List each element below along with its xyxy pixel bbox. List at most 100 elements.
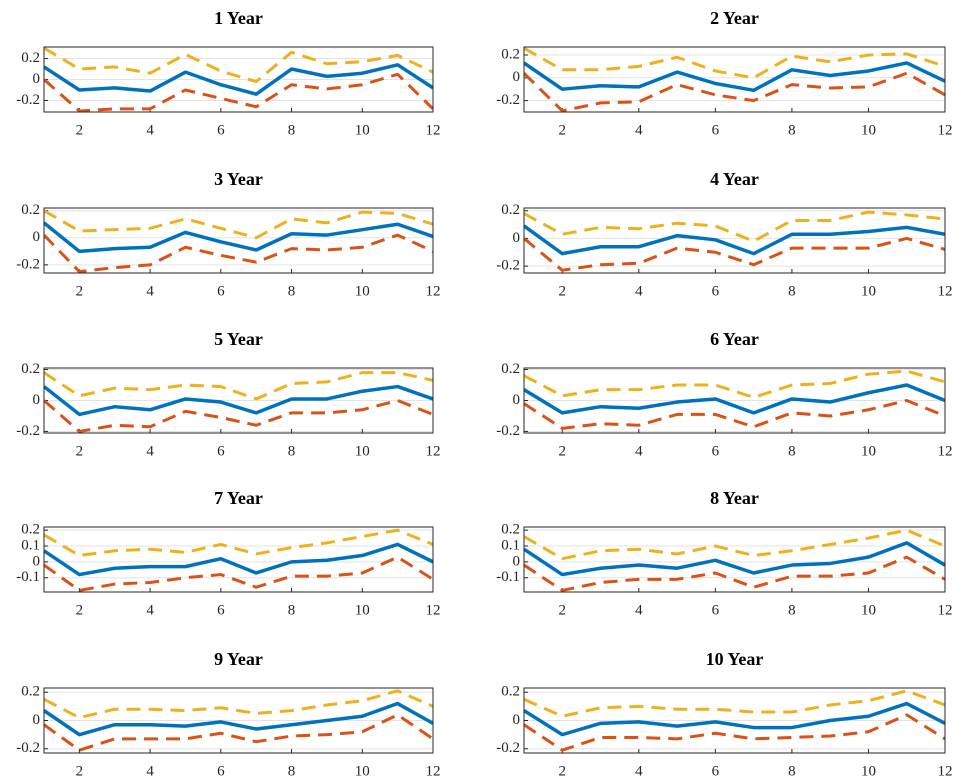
series-line — [44, 209, 433, 240]
x-tick-label: 12 — [426, 602, 441, 618]
axes-box — [43, 367, 434, 434]
x-tick-label: 8 — [288, 443, 296, 459]
series-line — [524, 369, 945, 399]
axes-box — [523, 46, 946, 113]
y-tick-label: 0 — [513, 712, 521, 728]
series-line — [44, 221, 433, 254]
x-tick-label: 12 — [938, 122, 953, 138]
x-tick-label: 6 — [712, 122, 720, 138]
y-tick-label: -0.2 — [496, 423, 520, 439]
x-tick-label: 10 — [355, 122, 370, 138]
x-tick-label: 4 — [146, 602, 154, 618]
axes-box — [523, 526, 946, 593]
axes-box — [523, 687, 946, 754]
y-tick-label: 0.2 — [21, 202, 40, 218]
series-line — [524, 555, 945, 592]
series-line — [524, 236, 945, 272]
x-tick-label: 10 — [861, 122, 876, 138]
x-tick-label: 4 — [635, 602, 643, 618]
x-tick-label: 12 — [426, 443, 441, 459]
x-tick-label: 10 — [355, 443, 370, 459]
x-tick-label: 8 — [788, 283, 796, 299]
subplot-title: 8 Year — [710, 488, 759, 508]
series-line — [524, 713, 945, 752]
x-tick-label: 2 — [559, 602, 567, 618]
x-tick-label: 4 — [635, 443, 643, 459]
x-tick-label: 4 — [146, 763, 154, 779]
x-tick-label: 6 — [217, 122, 225, 138]
series-line — [44, 233, 433, 273]
y-tick-label: 0.2 — [501, 361, 520, 377]
x-tick-label: 8 — [788, 443, 796, 459]
y-tick-label: 0 — [513, 69, 521, 85]
series-line — [44, 371, 433, 401]
y-tick-label: -0.1 — [496, 569, 520, 585]
y-tick-label: 0 — [33, 712, 41, 728]
y-tick-label: 0.2 — [21, 684, 40, 700]
axes-box — [523, 207, 946, 274]
subplot-title: 1 Year — [214, 8, 263, 28]
x-tick-label: 6 — [712, 443, 720, 459]
y-tick-label: 0.2 — [21, 522, 40, 538]
subplot: 8 Year -0.100.10.2 2 4 6 8 10 12 — [496, 488, 952, 618]
y-tick-label: 0 — [33, 553, 41, 569]
x-tick-label: 10 — [355, 763, 370, 779]
subplot-title: 4 Year — [710, 169, 759, 189]
y-tick-label: 0 — [513, 392, 521, 408]
subplot-title: 2 Year — [710, 8, 759, 28]
axes-box — [43, 46, 434, 113]
x-tick-label: 12 — [426, 122, 441, 138]
subplot: 7 Year -0.100.10.2 2 4 6 8 10 12 — [16, 488, 440, 618]
x-tick-label: 8 — [288, 763, 296, 779]
subplot-title: 10 Year — [706, 649, 764, 669]
y-tick-label: -0.2 — [16, 92, 40, 108]
y-tick-label: 0 — [33, 229, 41, 245]
axes-box — [43, 207, 434, 274]
series-line — [44, 399, 433, 433]
x-tick-label: 8 — [288, 122, 296, 138]
x-tick-label: 8 — [288, 283, 296, 299]
x-tick-label: 6 — [217, 443, 225, 459]
y-tick-label: 0 — [33, 71, 41, 87]
y-tick-label: -0.2 — [16, 256, 40, 272]
x-tick-label: 4 — [146, 283, 154, 299]
x-tick-label: 12 — [938, 443, 953, 459]
x-tick-label: 2 — [76, 283, 84, 299]
axes-box — [43, 687, 434, 754]
x-tick-label: 2 — [559, 122, 567, 138]
series-line — [44, 47, 433, 84]
x-tick-label: 10 — [861, 443, 876, 459]
x-tick-label: 10 — [355, 283, 370, 299]
y-tick-label: 0 — [33, 392, 41, 408]
y-tick-label: 0.2 — [501, 46, 520, 62]
subplot: 10 Year -0.2 0 0.2 2 4 6 8 10 12 — [496, 649, 952, 779]
x-tick-label: 2 — [76, 122, 84, 138]
x-tick-label: 12 — [938, 602, 953, 618]
subplot: 5 Year -0.2 0 0.2 2 4 6 8 10 12 — [16, 329, 440, 459]
series-line — [524, 383, 945, 415]
x-tick-label: 8 — [788, 763, 796, 779]
x-tick-label: 12 — [938, 283, 953, 299]
x-tick-label: 2 — [559, 283, 567, 299]
x-tick-label: 4 — [146, 443, 154, 459]
series-line — [524, 689, 945, 718]
y-tick-label: 0.1 — [21, 537, 40, 553]
x-tick-label: 10 — [861, 283, 876, 299]
x-tick-label: 10 — [861, 602, 876, 618]
subplot: 6 Year -0.2 0 0.2 2 4 6 8 10 12 — [496, 329, 952, 459]
x-tick-label: 12 — [938, 763, 953, 779]
y-tick-label: -0.2 — [496, 258, 520, 274]
subplot-title: 9 Year — [214, 649, 263, 669]
series-line — [524, 399, 945, 430]
x-tick-label: 8 — [788, 602, 796, 618]
series-line — [524, 61, 945, 93]
y-tick-label: 0.2 — [21, 50, 40, 66]
x-tick-label: 10 — [355, 602, 370, 618]
subplot-title: 6 Year — [710, 329, 759, 349]
axes-box — [43, 526, 434, 593]
series-line — [44, 63, 433, 96]
series-line — [524, 528, 945, 561]
x-tick-label: 6 — [712, 602, 720, 618]
series-line — [44, 713, 433, 752]
y-tick-label: 0.2 — [501, 684, 520, 700]
